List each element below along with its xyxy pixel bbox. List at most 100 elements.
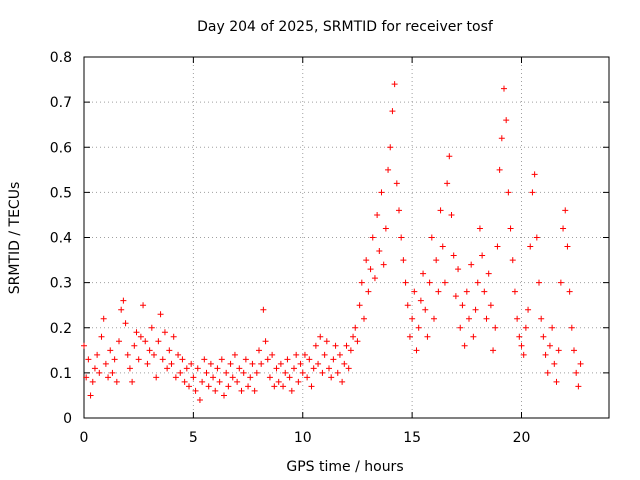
- data-point: [87, 392, 94, 399]
- data-point: [312, 342, 319, 349]
- data-point: [428, 234, 435, 241]
- data-point: [146, 347, 153, 354]
- data-point: [564, 243, 571, 250]
- data-point: [396, 207, 402, 214]
- data-point: [498, 135, 505, 142]
- data-point: [531, 171, 538, 178]
- data-point: [485, 270, 492, 277]
- data-point: [205, 383, 212, 390]
- data-point: [264, 356, 271, 363]
- data-point: [522, 324, 529, 331]
- data-point: [411, 288, 418, 295]
- data-point: [271, 383, 278, 390]
- data-point: [409, 315, 416, 322]
- data-point: [319, 369, 326, 376]
- data-point: [575, 383, 582, 390]
- data-point: [102, 360, 109, 367]
- data-point: [387, 144, 394, 151]
- chart-title: Day 204 of 2025, SRMTID for receiver tos…: [197, 19, 494, 35]
- data-point: [190, 374, 197, 381]
- data-point: [402, 279, 409, 286]
- data-point: [404, 302, 411, 309]
- data-point: [131, 342, 138, 349]
- data-point: [354, 338, 361, 345]
- data-point: [166, 347, 173, 354]
- y-tick-label: 0.4: [50, 231, 72, 247]
- data-point: [295, 378, 302, 385]
- data-point: [455, 266, 462, 273]
- data-point: [155, 338, 162, 345]
- data-point: [249, 360, 256, 367]
- data-point: [216, 378, 223, 385]
- data-point: [251, 387, 258, 394]
- data-point: [536, 279, 542, 286]
- y-tick-label: 0.1: [50, 366, 72, 382]
- data-point: [343, 342, 350, 349]
- data-point: [481, 288, 488, 295]
- data-point: [444, 180, 451, 187]
- x-tick-label: 20: [513, 430, 531, 446]
- data-point: [546, 342, 553, 349]
- data-point: [253, 369, 260, 376]
- data-point: [365, 288, 372, 295]
- data-point: [457, 324, 464, 331]
- data-point: [201, 356, 208, 363]
- data-point: [89, 378, 96, 385]
- data-point: [81, 342, 87, 349]
- data-point: [212, 387, 219, 394]
- data-point: [573, 369, 580, 376]
- data-point: [297, 360, 304, 367]
- x-tick-label: 10: [294, 430, 312, 446]
- data-point: [459, 302, 466, 309]
- data-point: [341, 360, 348, 367]
- data-point: [105, 374, 112, 381]
- data-point: [378, 189, 385, 196]
- data-point: [142, 338, 149, 345]
- data-point: [328, 374, 335, 381]
- data-point: [129, 378, 136, 385]
- data-point: [431, 315, 437, 322]
- data-point: [479, 252, 486, 259]
- data-point: [490, 347, 497, 354]
- data-point: [229, 374, 236, 381]
- data-point: [470, 333, 477, 340]
- data-point: [446, 153, 453, 160]
- data-point: [310, 365, 317, 372]
- data-point: [262, 338, 269, 345]
- data-point: [420, 270, 427, 277]
- data-point: [358, 279, 365, 286]
- data-point: [288, 387, 295, 394]
- data-point: [525, 306, 532, 313]
- data-point: [380, 261, 387, 268]
- data-point: [148, 324, 155, 331]
- data-point: [527, 243, 534, 250]
- data-point: [398, 234, 405, 241]
- data-point: [538, 315, 545, 322]
- data-point: [231, 351, 238, 358]
- data-point: [172, 374, 179, 381]
- data-point: [207, 360, 214, 367]
- data-point: [350, 333, 357, 340]
- data-point: [562, 207, 569, 214]
- data-point: [560, 225, 567, 232]
- data-point: [124, 351, 131, 358]
- data-point: [520, 351, 527, 358]
- data-point: [273, 365, 280, 372]
- data-point: [183, 365, 190, 372]
- data-point: [135, 356, 142, 363]
- data-point: [549, 324, 556, 331]
- data-point: [323, 338, 330, 345]
- data-point: [466, 315, 472, 322]
- data-point: [234, 378, 241, 385]
- data-point: [120, 297, 127, 304]
- data-point: [347, 347, 354, 354]
- y-tick-label: 0.3: [50, 276, 72, 292]
- data-point: [177, 369, 184, 376]
- data-point: [374, 211, 381, 218]
- data-point: [116, 338, 122, 345]
- data-point: [417, 297, 424, 304]
- data-point: [83, 374, 90, 381]
- data-point: [518, 342, 525, 349]
- data-point: [304, 374, 311, 381]
